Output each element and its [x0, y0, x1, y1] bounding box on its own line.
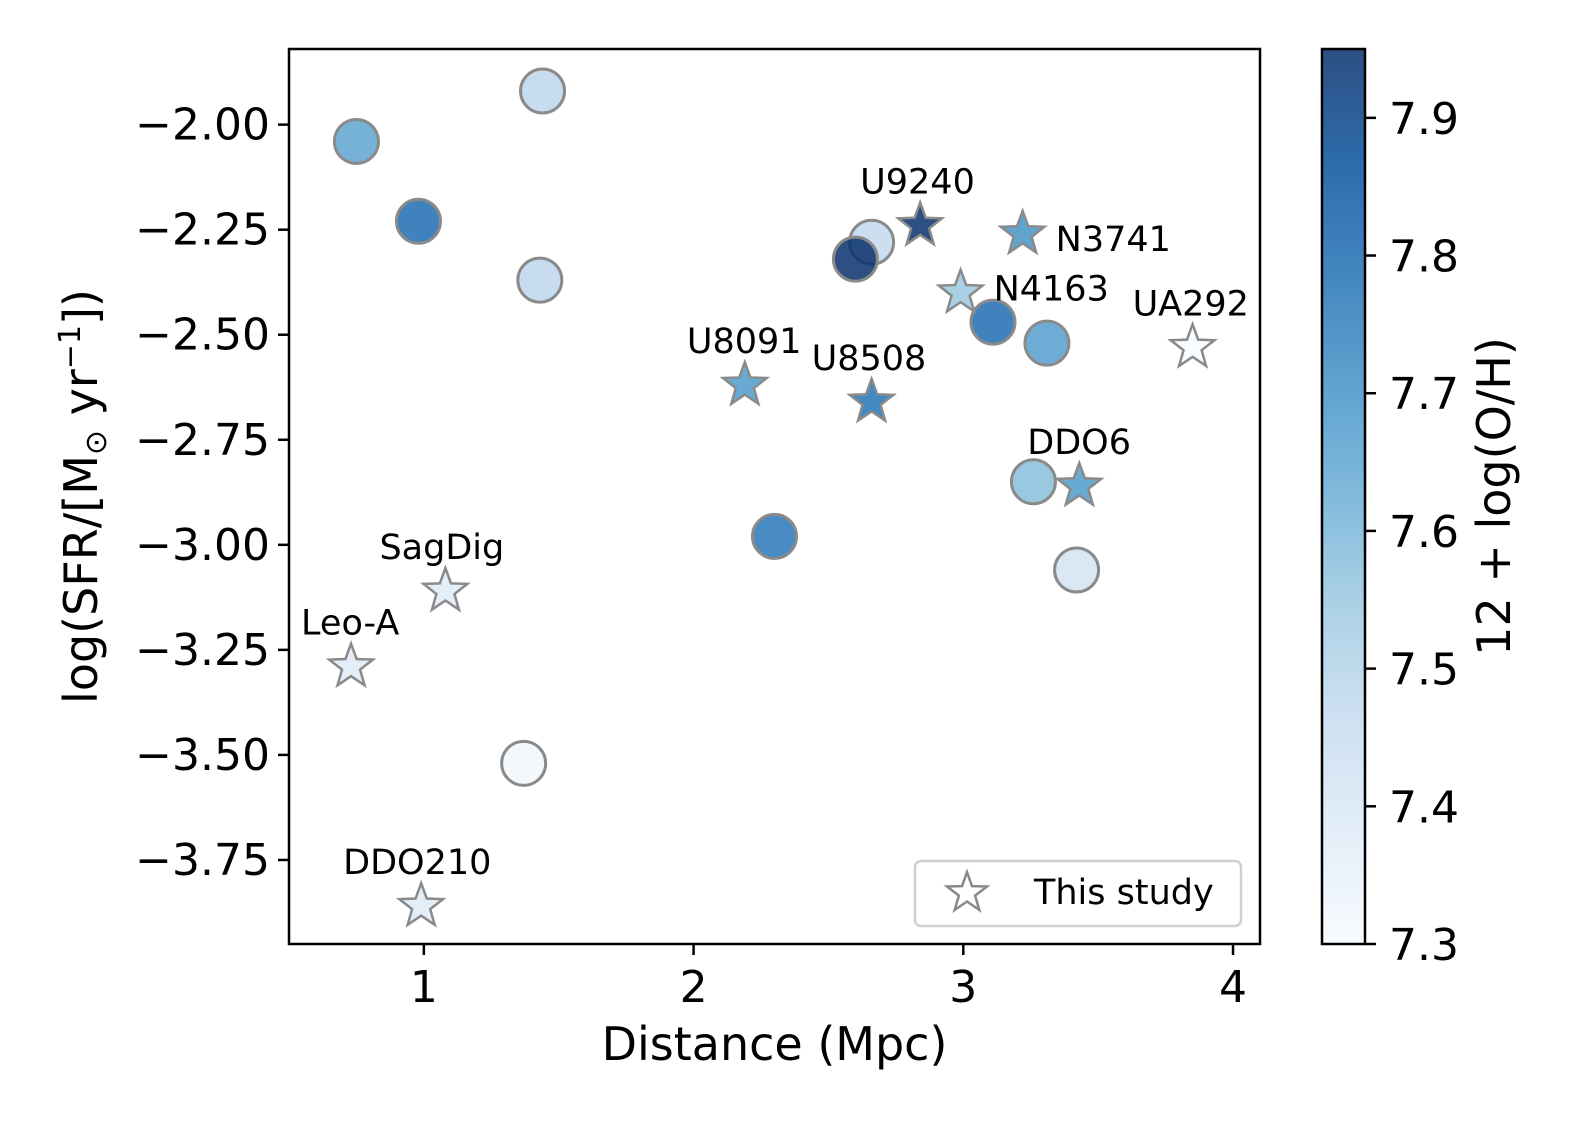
annotation-u8508: U8508 — [812, 339, 927, 379]
data-point-star — [420, 564, 471, 613]
colorbar-gradient — [1322, 49, 1365, 944]
data-point-circle — [969, 298, 1017, 346]
x-axis-label: Distance (Mpc) — [602, 1017, 948, 1071]
data-point-star — [325, 640, 377, 689]
colorbar: 7.3 7.4 7.5 7.6 7.7 7.8 7.9 — [1320, 47, 1459, 971]
y-tick-label: −3.50 — [135, 730, 270, 781]
data-point-star — [846, 375, 897, 424]
data-point-circle — [751, 512, 798, 560]
data-point-star — [935, 266, 986, 315]
data-point-circle — [394, 197, 442, 245]
data-point-circle — [1023, 319, 1071, 367]
axis-labels: Distance (Mpc) log(SFR/[M⊙ yr−1]) 12 + log… — [53, 289, 1521, 1071]
colorbar-label: 12 + log(O/H) — [1467, 337, 1521, 656]
annotation-n3741: N3741 — [1056, 220, 1171, 260]
plot-area: 1 2 3 4 −2.00 −2.25 −2.50 −2.75 −3.00 −3.25 −3.50 −… — [135, 47, 1262, 1013]
colorbar-tick-label: 7.5 — [1389, 645, 1459, 696]
y-tick-label: −2.25 — [135, 205, 270, 256]
x-tick-label: 1 — [410, 962, 438, 1013]
y-tick-label: −2.00 — [135, 100, 270, 151]
data-point-circle — [332, 117, 380, 165]
point-annotations: U9240 N3741 N4163 UA292 U8091 U8508 DDO6 SagDig… — [301, 162, 1249, 883]
legend-box — [913, 859, 1243, 928]
x-tick-label: 4 — [1219, 962, 1247, 1013]
y-label-subscript: ⊙ — [79, 430, 114, 455]
y-tick-label: −3.25 — [135, 625, 270, 676]
plot-frame — [287, 47, 1262, 946]
colorbar-tick-label: 7.4 — [1389, 782, 1459, 833]
annotation-sagdig: SagDig — [379, 528, 504, 568]
y-axis-label: log(SFR/[M⊙ yr−1]) — [53, 289, 114, 704]
data-marks — [325, 67, 1218, 928]
annotation-ua292: UA292 — [1133, 284, 1249, 324]
colorbar-tick-label: 7.7 — [1389, 369, 1459, 420]
y-tick-label: −2.75 — [135, 415, 270, 466]
data-point-circle — [831, 235, 879, 283]
data-point-star — [894, 198, 946, 248]
y-tick-label: −2.50 — [135, 310, 270, 361]
legend: This study — [913, 859, 1243, 928]
annotation-ddo210: DDO210 — [343, 843, 491, 883]
data-point-star — [1053, 459, 1105, 508]
y-label-main: log(SFR/[M — [54, 455, 108, 704]
y-label-unit: yr — [54, 369, 108, 430]
legend-star-icon — [943, 868, 991, 914]
y-tick-label: −3.00 — [135, 520, 270, 571]
colorbar-tick-label: 7.9 — [1389, 94, 1459, 145]
data-point-circle — [1053, 546, 1101, 594]
annotation-u9240: U9240 — [860, 162, 975, 202]
data-point-circle — [500, 739, 548, 787]
colorbar-tick-label: 7.3 — [1389, 920, 1459, 971]
y-label-superscript: −1 — [53, 325, 88, 369]
legend-label: This study — [1033, 873, 1214, 913]
annotation-leo-a: Leo-A — [301, 604, 399, 644]
y-tick-label: −3.75 — [135, 835, 270, 886]
data-point-star — [1167, 320, 1218, 369]
data-point-star — [997, 207, 1048, 256]
colorbar-tick-label: 7.8 — [1389, 232, 1459, 283]
annotation-ddo6: DDO6 — [1027, 423, 1131, 463]
data-point-star — [719, 358, 771, 407]
data-point-circle — [1009, 458, 1057, 506]
x-tick-label: 2 — [680, 962, 708, 1013]
y-label-end: ]) — [54, 289, 108, 325]
annotation-n4163: N4163 — [994, 270, 1109, 310]
colorbar-frame — [1320, 47, 1367, 946]
x-tick-label: 3 — [949, 962, 977, 1013]
data-point-circle — [516, 256, 564, 304]
data-point-circle — [519, 67, 567, 115]
colorbar-tick-label: 7.6 — [1389, 507, 1459, 558]
annotation-u8091: U8091 — [687, 322, 802, 362]
data-point-star — [395, 879, 447, 928]
